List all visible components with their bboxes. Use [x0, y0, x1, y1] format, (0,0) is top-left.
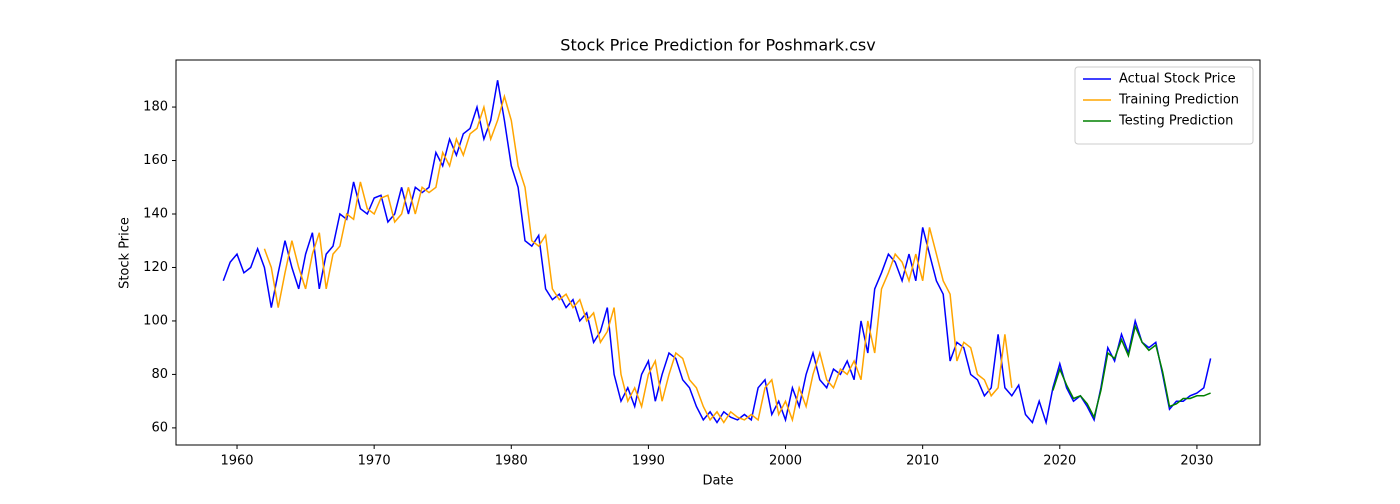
data-line: [1052, 323, 1211, 420]
plot-frame: [175, 59, 1261, 446]
y-tick-label: 60: [151, 420, 168, 435]
chart-title: Stock Price Prediction for Poshmark.csv: [560, 36, 875, 55]
x-tick-label: 1960: [220, 454, 253, 469]
x-tick-label: 2020: [1043, 454, 1076, 469]
y-tick-label: 120: [143, 260, 168, 275]
data-line: [222, 80, 1212, 426]
data-line: [263, 93, 1013, 424]
x-tick-label: 2000: [769, 454, 802, 469]
x-axis-label: Date: [702, 474, 733, 489]
y-axis-label: Stock Price: [118, 217, 133, 289]
y-tick-label: 160: [143, 153, 168, 168]
x-tick-label: 2030: [1180, 454, 1213, 469]
x-tick-label: 1990: [632, 454, 665, 469]
legend-label: Testing Prediction: [1118, 114, 1233, 129]
x-tick-label: 2010: [906, 454, 939, 469]
x-tick-label: 1970: [358, 454, 391, 469]
legend-box: [1074, 66, 1254, 145]
y-tick-label: 100: [143, 313, 168, 328]
x-tick-label: 1980: [495, 454, 528, 469]
legend-label: Actual Stock Price: [1119, 72, 1236, 87]
y-tick-label: 140: [143, 207, 168, 222]
y-tick-label: 80: [151, 367, 168, 382]
legend-label: Training Prediction: [1118, 93, 1239, 108]
y-tick-label: 180: [143, 100, 168, 115]
